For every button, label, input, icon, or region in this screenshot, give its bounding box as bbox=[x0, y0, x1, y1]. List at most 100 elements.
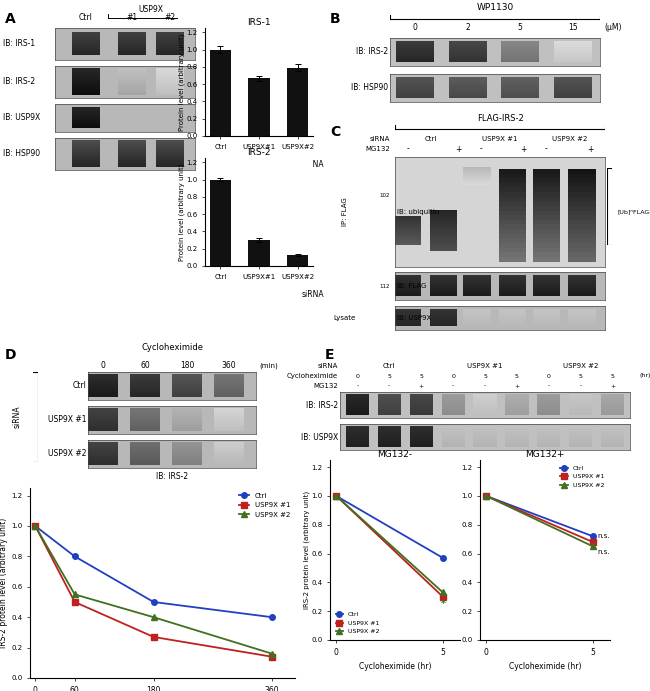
Bar bbox=[568, 220, 595, 225]
Text: 0: 0 bbox=[413, 23, 418, 32]
Bar bbox=[394, 312, 421, 313]
Bar bbox=[130, 451, 161, 453]
Bar bbox=[410, 445, 433, 446]
Bar bbox=[569, 395, 592, 396]
Bar bbox=[172, 461, 202, 462]
Bar bbox=[156, 68, 184, 69]
Bar bbox=[72, 54, 100, 55]
Bar bbox=[118, 159, 146, 160]
Bar bbox=[130, 427, 161, 428]
Bar bbox=[378, 398, 401, 399]
Bar bbox=[118, 68, 146, 69]
USP9X #1 bbox=[31, 522, 39, 530]
Bar bbox=[537, 400, 560, 401]
Bar bbox=[72, 164, 100, 165]
Bar bbox=[537, 435, 560, 437]
Bar bbox=[473, 414, 497, 415]
Bar bbox=[601, 394, 624, 395]
Bar bbox=[448, 51, 487, 53]
Bar bbox=[532, 287, 560, 289]
USP9X #1 bbox=[150, 633, 157, 641]
Bar bbox=[172, 422, 202, 423]
Text: 60: 60 bbox=[140, 361, 150, 370]
Bar bbox=[394, 315, 421, 316]
Bar bbox=[118, 144, 146, 145]
Bar bbox=[430, 323, 457, 324]
Bar bbox=[378, 439, 401, 441]
Text: E: E bbox=[325, 348, 335, 362]
Bar bbox=[463, 179, 491, 180]
Bar bbox=[463, 174, 491, 175]
Bar bbox=[554, 59, 592, 61]
Bar bbox=[130, 449, 161, 450]
Bar bbox=[118, 165, 146, 167]
Bar bbox=[394, 223, 421, 225]
Text: -: - bbox=[548, 384, 550, 388]
Bar bbox=[554, 97, 592, 98]
Bar bbox=[554, 44, 592, 46]
Bar bbox=[499, 294, 526, 295]
Bar bbox=[72, 40, 100, 41]
Bar bbox=[441, 400, 465, 401]
Bar bbox=[499, 316, 526, 318]
Bar bbox=[463, 310, 491, 312]
Bar bbox=[499, 247, 526, 252]
Bar bbox=[130, 453, 161, 455]
Bar bbox=[532, 210, 560, 215]
Bar bbox=[72, 151, 100, 152]
Bar bbox=[172, 409, 202, 410]
Bar bbox=[430, 294, 457, 295]
Bar bbox=[214, 418, 244, 419]
Bar bbox=[172, 449, 202, 450]
Bar bbox=[463, 290, 491, 291]
Bar bbox=[394, 313, 421, 314]
Bar bbox=[156, 52, 184, 53]
Bar bbox=[505, 445, 528, 446]
Bar bbox=[554, 46, 592, 48]
Bar bbox=[130, 457, 161, 458]
Bar bbox=[568, 229, 595, 234]
Text: #1: #1 bbox=[127, 14, 138, 23]
Text: 5: 5 bbox=[483, 374, 487, 379]
Bar bbox=[156, 44, 184, 46]
Bar bbox=[463, 312, 491, 313]
Bar bbox=[72, 108, 100, 109]
Bar bbox=[72, 122, 100, 124]
Bar bbox=[537, 445, 560, 446]
Bar bbox=[118, 149, 146, 151]
Bar bbox=[214, 381, 244, 382]
Bar bbox=[537, 413, 560, 414]
Bar bbox=[499, 279, 526, 281]
Bar bbox=[72, 91, 100, 92]
Bar bbox=[410, 446, 433, 447]
Bar bbox=[568, 287, 595, 289]
Bar bbox=[72, 120, 100, 122]
Text: [Ub]ⁿFLAG-IRS-2: [Ub]ⁿFLAG-IRS-2 bbox=[617, 209, 650, 214]
Bar bbox=[130, 448, 161, 449]
Text: USP9X #2: USP9X #2 bbox=[563, 363, 599, 369]
Bar bbox=[430, 277, 457, 278]
Bar bbox=[537, 431, 560, 433]
Bar bbox=[410, 399, 433, 400]
Bar bbox=[499, 276, 526, 277]
Bar bbox=[156, 152, 184, 153]
Bar bbox=[532, 319, 560, 320]
Bar bbox=[537, 412, 560, 413]
Bar bbox=[499, 323, 526, 325]
Bar bbox=[473, 406, 497, 408]
Bar bbox=[396, 49, 434, 50]
Bar bbox=[118, 39, 146, 40]
Bar bbox=[532, 252, 560, 257]
Bar bbox=[568, 323, 595, 325]
Bar bbox=[568, 275, 595, 276]
Bar bbox=[394, 216, 421, 218]
Bar bbox=[118, 91, 146, 92]
Bar bbox=[554, 50, 592, 52]
Y-axis label: Protein level (arbitrary unit): Protein level (arbitrary unit) bbox=[178, 33, 185, 131]
Bar bbox=[72, 34, 100, 35]
Bar bbox=[88, 382, 118, 384]
Bar bbox=[130, 424, 161, 425]
Bar bbox=[72, 75, 100, 76]
Bar bbox=[130, 382, 161, 384]
Bar bbox=[568, 325, 595, 326]
